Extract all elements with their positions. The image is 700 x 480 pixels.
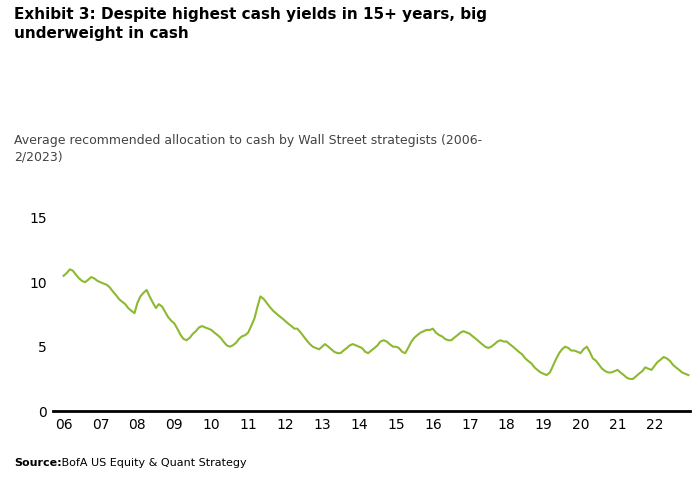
Text: BofA US Equity & Quant Strategy: BofA US Equity & Quant Strategy (58, 458, 246, 468)
Text: Source:: Source: (14, 458, 62, 468)
Text: Exhibit 3: Despite highest cash yields in 15+ years, big
underweight in cash: Exhibit 3: Despite highest cash yields i… (14, 7, 487, 41)
Text: Average recommended allocation to cash by Wall Street strategists (2006-
2/2023): Average recommended allocation to cash b… (14, 134, 482, 163)
